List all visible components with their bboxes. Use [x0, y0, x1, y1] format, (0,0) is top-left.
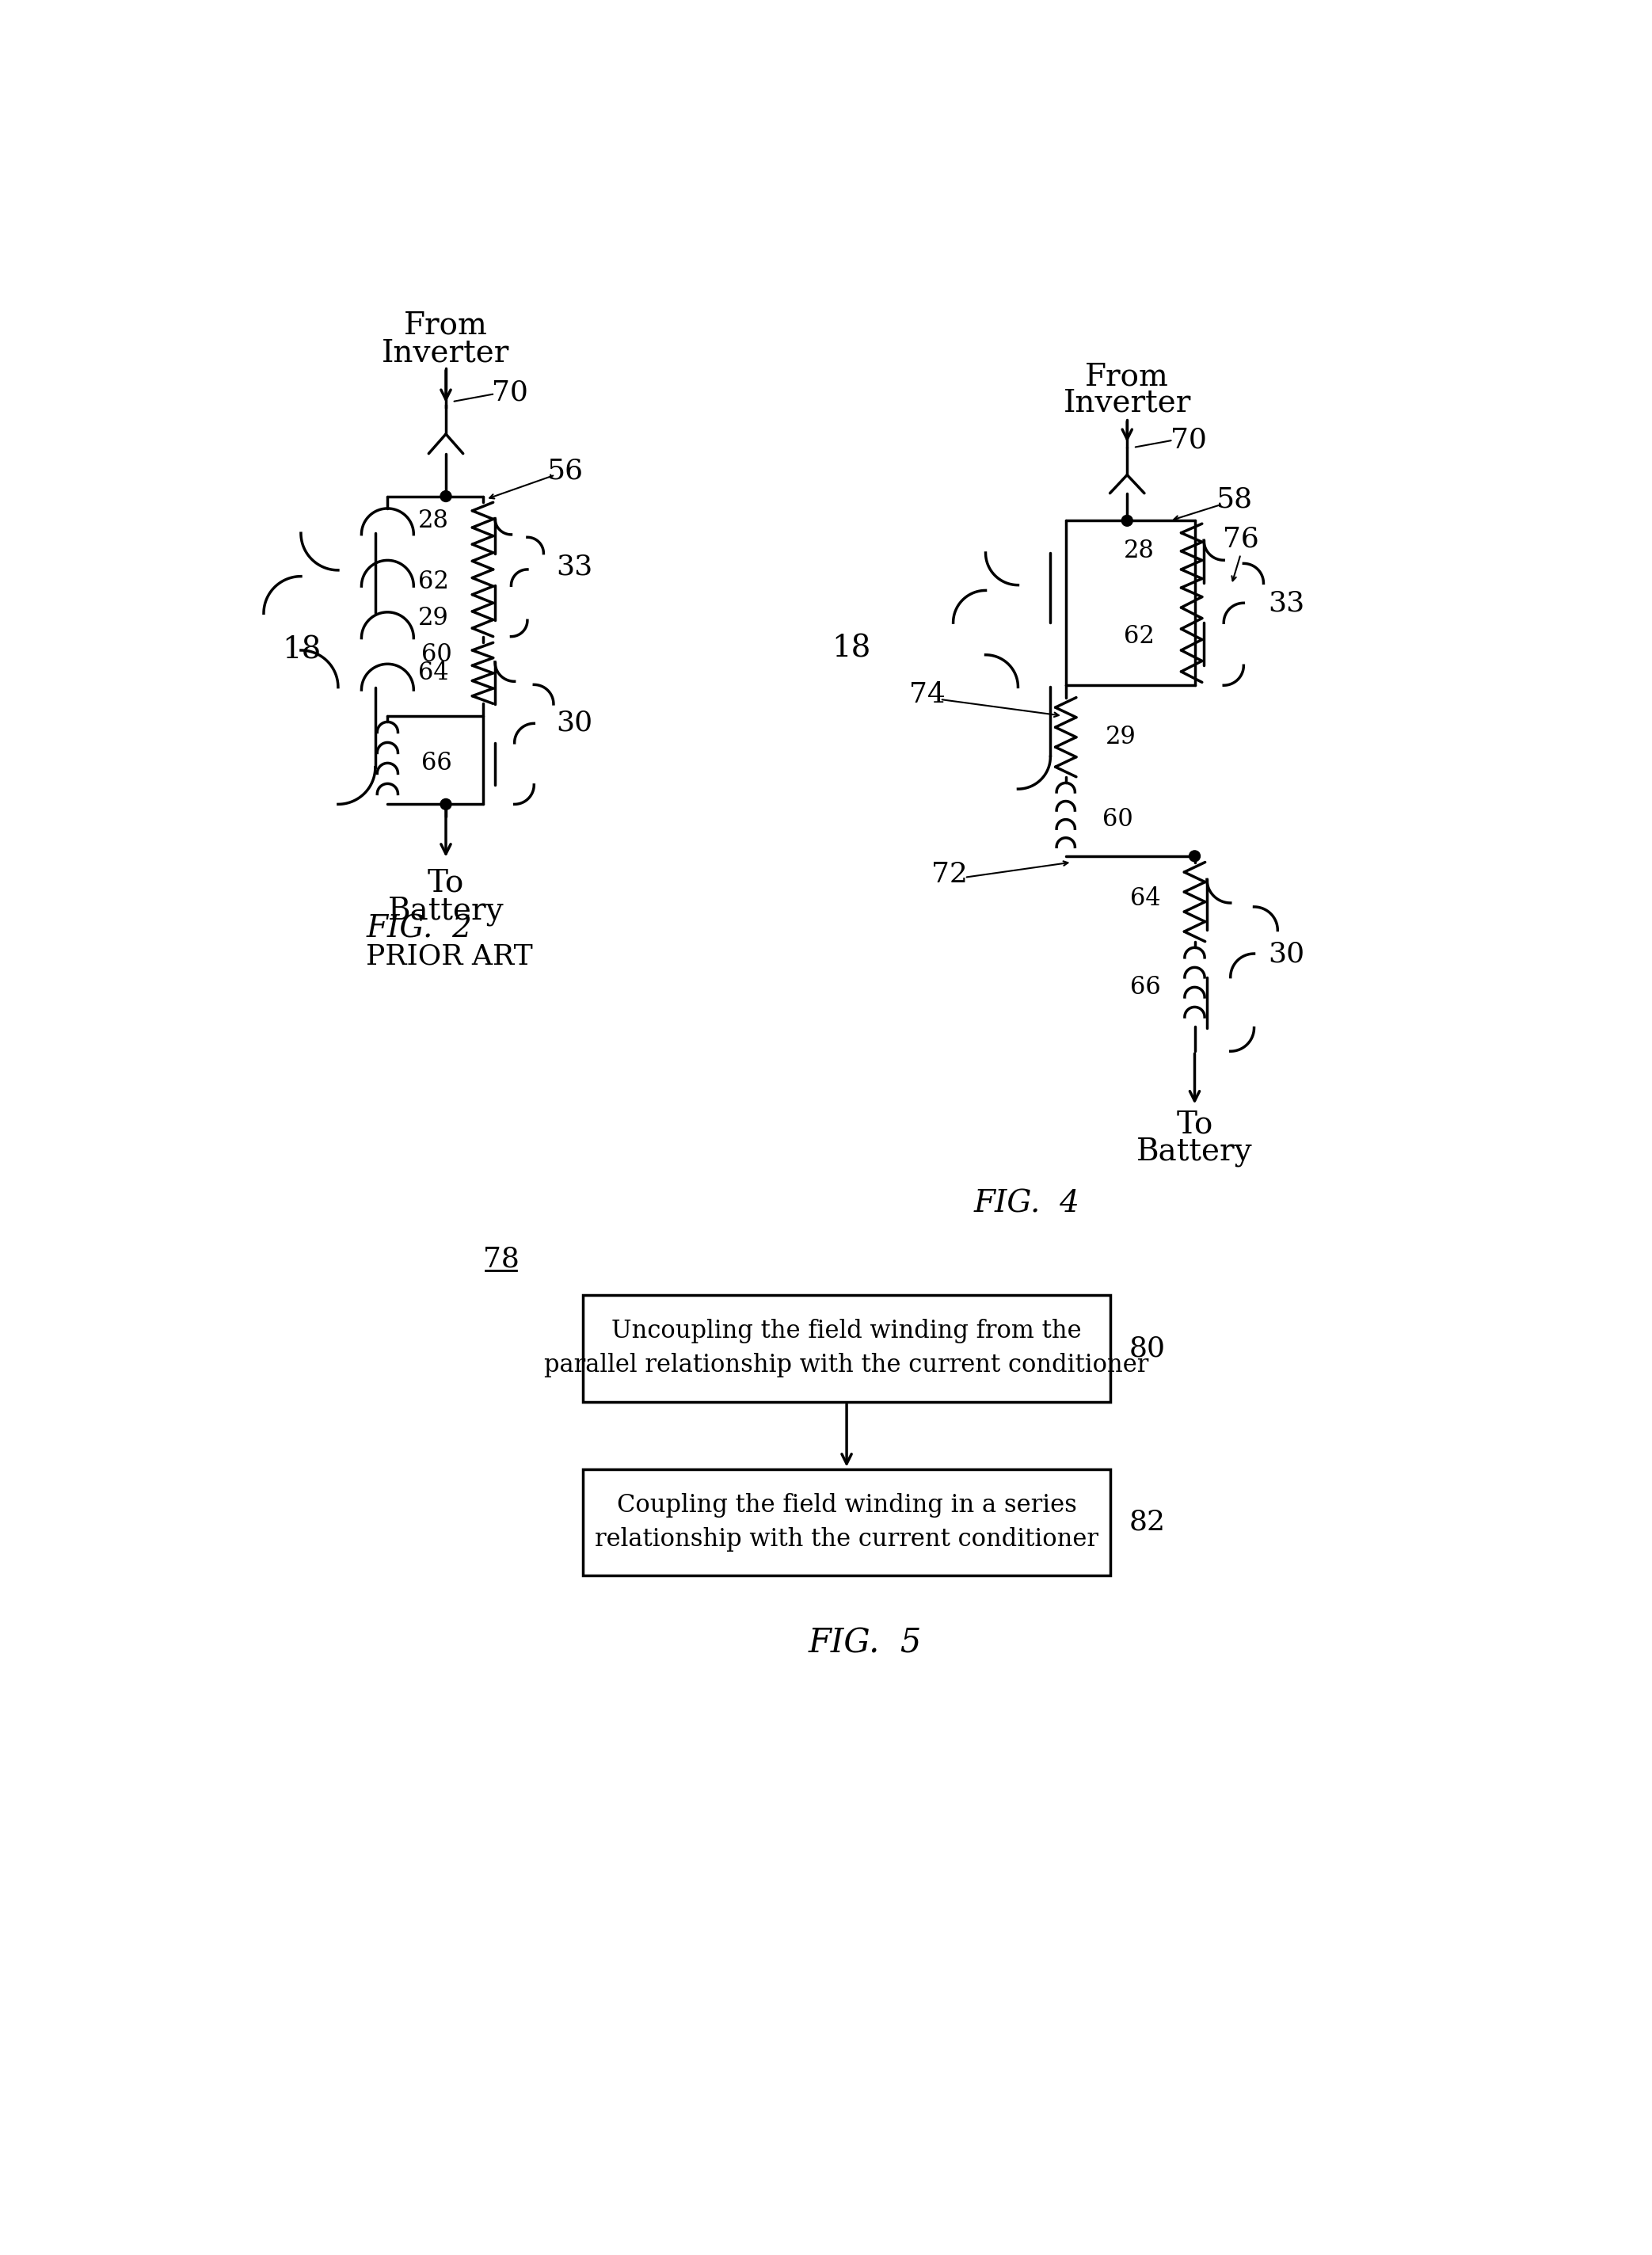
Text: 28: 28 — [418, 507, 449, 532]
Text: 33: 33 — [557, 552, 593, 580]
Text: 33: 33 — [1269, 589, 1305, 616]
Circle shape — [1122, 514, 1133, 525]
Text: To: To — [428, 868, 464, 897]
Text: 76: 76 — [1222, 525, 1259, 552]
Text: Uncoupling the field winding from the
parallel relationship with the current con: Uncoupling the field winding from the pa… — [545, 1319, 1148, 1378]
Text: 56: 56 — [547, 458, 583, 485]
Text: FIG.  2: FIG. 2 — [367, 916, 472, 945]
Text: 30: 30 — [557, 710, 593, 737]
Text: 80: 80 — [1128, 1335, 1165, 1362]
Text: 78: 78 — [482, 1245, 519, 1272]
Text: 29: 29 — [1105, 724, 1137, 749]
Text: 72: 72 — [932, 861, 968, 888]
Text: 58: 58 — [1216, 485, 1252, 512]
Text: 18: 18 — [282, 636, 320, 665]
Text: 28: 28 — [1123, 539, 1155, 564]
Text: 82: 82 — [1128, 1509, 1165, 1536]
Text: 66: 66 — [421, 751, 453, 776]
Text: FIG.  5: FIG. 5 — [808, 1626, 922, 1660]
Text: From: From — [405, 311, 487, 341]
Text: 62: 62 — [418, 568, 449, 593]
Bar — [583, 1294, 1110, 1403]
Text: 66: 66 — [1130, 974, 1161, 999]
Text: 64: 64 — [418, 661, 449, 686]
Text: Battery: Battery — [1137, 1137, 1252, 1166]
Text: Inverter: Inverter — [1064, 388, 1191, 417]
Text: Inverter: Inverter — [382, 338, 510, 368]
Bar — [583, 1468, 1110, 1576]
Circle shape — [1189, 850, 1199, 861]
Text: 30: 30 — [1269, 940, 1305, 967]
Text: From: From — [1085, 363, 1170, 392]
Text: 18: 18 — [831, 634, 871, 663]
Text: Battery: Battery — [388, 895, 504, 927]
Text: FIG.  4: FIG. 4 — [973, 1188, 1080, 1218]
Text: PRIOR ART: PRIOR ART — [367, 943, 534, 970]
Text: 60: 60 — [1102, 807, 1133, 832]
Text: 62: 62 — [1123, 625, 1155, 649]
Text: 70: 70 — [492, 379, 529, 406]
Text: 74: 74 — [910, 681, 947, 708]
Text: To: To — [1176, 1109, 1213, 1139]
Circle shape — [441, 798, 451, 810]
Text: 64: 64 — [1130, 886, 1161, 911]
Text: 60: 60 — [421, 643, 453, 667]
Text: 70: 70 — [1170, 426, 1206, 453]
Text: 29: 29 — [418, 607, 449, 631]
Text: Coupling the field winding in a series
relationship with the current conditioner: Coupling the field winding in a series r… — [595, 1493, 1099, 1551]
Circle shape — [441, 492, 451, 503]
